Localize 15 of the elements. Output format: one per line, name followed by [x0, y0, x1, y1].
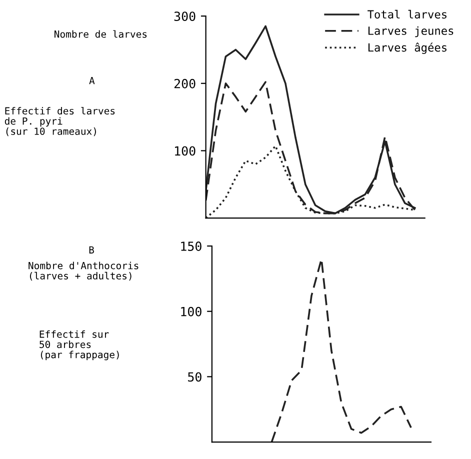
- y-axis-title: Nombre d'Anthocoris (larves + adultes): [28, 262, 138, 281]
- y-tick-label: 100: [181, 306, 202, 316]
- y-tick-label: 300: [174, 12, 196, 22]
- text: B: [89, 246, 94, 254]
- y-tick-label: 100: [175, 146, 196, 156]
- y-tick-label: 50: [188, 372, 202, 382]
- legend-label: Larves âgées: [368, 42, 446, 54]
- y-tick-label: 200: [174, 78, 196, 88]
- y-tick-label: 150: [181, 242, 202, 251]
- legend-label: Total larves: [368, 10, 446, 19]
- text: Effectif des larves de P. pyri (sur 10 rameaux): [4, 106, 115, 136]
- legend-label: Larves jeunes: [368, 26, 454, 38]
- text: Effectif sur 50 arbres (par frappage): [40, 330, 119, 360]
- text: A: [89, 77, 95, 84]
- y-axis-title: Nombre de larves: [54, 30, 147, 38]
